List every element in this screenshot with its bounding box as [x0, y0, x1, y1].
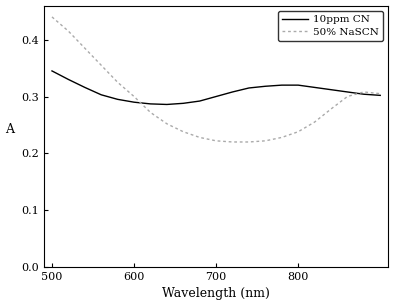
- 10ppm CN: [378, 94, 383, 97]
- 50% NaSCN: [132, 95, 136, 98]
- X-axis label: Wavelength (nm): Wavelength (nm): [162, 287, 270, 300]
- 50% NaSCN: [99, 63, 104, 67]
- 10ppm CN: [230, 90, 235, 94]
- 50% NaSCN: [263, 139, 268, 143]
- 10ppm CN: [181, 102, 186, 105]
- 50% NaSCN: [329, 107, 333, 111]
- 10ppm CN: [279, 83, 284, 87]
- 50% NaSCN: [181, 130, 186, 134]
- 10ppm CN: [361, 92, 366, 96]
- Line: 10ppm CN: 10ppm CN: [52, 71, 380, 104]
- Line: 50% NaSCN: 50% NaSCN: [52, 17, 380, 142]
- 50% NaSCN: [197, 136, 202, 139]
- 10ppm CN: [312, 86, 317, 89]
- 50% NaSCN: [361, 90, 366, 94]
- 10ppm CN: [329, 88, 333, 91]
- 10ppm CN: [82, 86, 87, 89]
- 10ppm CN: [214, 95, 219, 98]
- 50% NaSCN: [378, 92, 383, 95]
- 10ppm CN: [132, 100, 136, 104]
- Legend: 10ppm CN, 50% NaSCN: 10ppm CN, 50% NaSCN: [278, 11, 383, 41]
- 50% NaSCN: [230, 140, 235, 144]
- Y-axis label: A: A: [6, 123, 15, 136]
- 50% NaSCN: [165, 122, 169, 126]
- 50% NaSCN: [247, 140, 251, 144]
- 50% NaSCN: [66, 29, 71, 33]
- 50% NaSCN: [214, 139, 219, 143]
- 10ppm CN: [66, 78, 71, 81]
- 50% NaSCN: [115, 80, 120, 84]
- 10ppm CN: [99, 93, 104, 97]
- 50% NaSCN: [50, 15, 54, 19]
- 10ppm CN: [50, 69, 54, 73]
- 10ppm CN: [197, 99, 202, 103]
- 50% NaSCN: [296, 130, 301, 134]
- 50% NaSCN: [279, 136, 284, 139]
- 10ppm CN: [345, 90, 350, 94]
- 50% NaSCN: [148, 110, 153, 114]
- 10ppm CN: [263, 84, 268, 88]
- 50% NaSCN: [312, 120, 317, 124]
- 10ppm CN: [148, 102, 153, 106]
- 10ppm CN: [165, 103, 169, 106]
- 10ppm CN: [115, 98, 120, 101]
- 50% NaSCN: [345, 95, 350, 98]
- 10ppm CN: [296, 83, 301, 87]
- 50% NaSCN: [82, 46, 87, 50]
- 10ppm CN: [247, 86, 251, 90]
